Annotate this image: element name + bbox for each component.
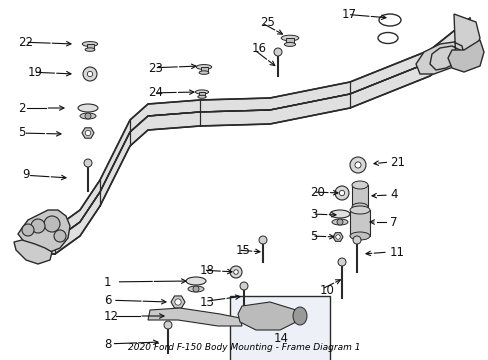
Bar	[86, 44, 93, 50]
Circle shape	[83, 67, 97, 81]
Text: 7: 7	[389, 216, 397, 229]
Ellipse shape	[281, 35, 298, 41]
Ellipse shape	[331, 219, 347, 225]
Circle shape	[335, 235, 340, 239]
Circle shape	[352, 236, 360, 244]
Text: 2: 2	[18, 102, 25, 114]
Text: 14: 14	[273, 332, 288, 345]
Text: 2020 Ford F-150 Body Mounting - Frame Diagram 1: 2020 Ford F-150 Body Mounting - Frame Di…	[128, 343, 360, 352]
Circle shape	[233, 270, 238, 274]
Text: 4: 4	[389, 189, 397, 202]
Ellipse shape	[351, 203, 367, 211]
Text: 20: 20	[309, 185, 324, 198]
Polygon shape	[82, 128, 94, 138]
Circle shape	[259, 236, 266, 244]
Circle shape	[229, 266, 242, 278]
Polygon shape	[171, 296, 184, 308]
Text: 10: 10	[319, 284, 334, 297]
Bar	[229, 296, 329, 360]
Text: 19: 19	[28, 66, 43, 78]
Polygon shape	[148, 308, 242, 326]
Bar	[349, 210, 369, 236]
Ellipse shape	[185, 277, 205, 285]
Polygon shape	[238, 302, 299, 330]
Circle shape	[349, 157, 365, 173]
Ellipse shape	[78, 104, 98, 112]
Circle shape	[84, 159, 92, 167]
Ellipse shape	[199, 71, 208, 75]
Circle shape	[334, 186, 348, 200]
Ellipse shape	[85, 48, 95, 51]
Circle shape	[336, 219, 342, 225]
Text: 16: 16	[251, 41, 266, 54]
Circle shape	[240, 282, 247, 290]
Ellipse shape	[378, 14, 400, 26]
Text: 12: 12	[104, 310, 119, 323]
Text: 9: 9	[22, 168, 29, 181]
Polygon shape	[415, 14, 479, 74]
Ellipse shape	[351, 181, 367, 189]
Text: 24: 24	[148, 86, 163, 99]
Ellipse shape	[349, 232, 369, 240]
Bar	[285, 38, 293, 44]
Circle shape	[163, 321, 172, 329]
Polygon shape	[332, 233, 342, 241]
Text: 18: 18	[200, 264, 214, 276]
Circle shape	[31, 219, 45, 233]
Text: 23: 23	[148, 62, 163, 75]
Text: 5: 5	[309, 230, 317, 243]
Bar	[351, 185, 367, 207]
Text: 15: 15	[236, 243, 250, 256]
Ellipse shape	[187, 286, 203, 292]
Polygon shape	[28, 32, 469, 254]
Ellipse shape	[284, 42, 295, 46]
Text: 22: 22	[18, 36, 33, 49]
Text: 5: 5	[18, 126, 25, 139]
Circle shape	[273, 48, 282, 56]
Circle shape	[339, 190, 344, 196]
Bar	[200, 67, 207, 73]
Circle shape	[85, 113, 91, 119]
Polygon shape	[28, 18, 469, 240]
Circle shape	[354, 162, 360, 168]
Text: 1: 1	[104, 275, 111, 288]
Text: 25: 25	[260, 15, 274, 28]
Polygon shape	[18, 210, 70, 252]
Ellipse shape	[196, 64, 211, 69]
Ellipse shape	[195, 90, 208, 94]
Text: 8: 8	[104, 338, 111, 351]
Polygon shape	[14, 240, 52, 264]
Circle shape	[44, 216, 60, 232]
Bar	[199, 92, 204, 97]
Text: 21: 21	[389, 156, 404, 168]
Circle shape	[337, 258, 346, 266]
Ellipse shape	[80, 113, 96, 119]
Text: 13: 13	[200, 296, 214, 309]
Ellipse shape	[197, 95, 206, 98]
Circle shape	[87, 71, 92, 77]
Circle shape	[193, 286, 199, 292]
Ellipse shape	[329, 210, 349, 218]
Circle shape	[54, 230, 66, 242]
Ellipse shape	[82, 41, 98, 46]
Circle shape	[85, 130, 90, 136]
Text: 17: 17	[341, 8, 356, 21]
Ellipse shape	[377, 32, 397, 44]
Circle shape	[175, 299, 181, 305]
Text: 6: 6	[104, 293, 111, 306]
Text: 11: 11	[389, 246, 404, 258]
Ellipse shape	[349, 206, 369, 214]
Circle shape	[22, 224, 34, 236]
Ellipse shape	[292, 307, 306, 325]
Text: 3: 3	[309, 207, 317, 220]
Polygon shape	[447, 40, 483, 72]
